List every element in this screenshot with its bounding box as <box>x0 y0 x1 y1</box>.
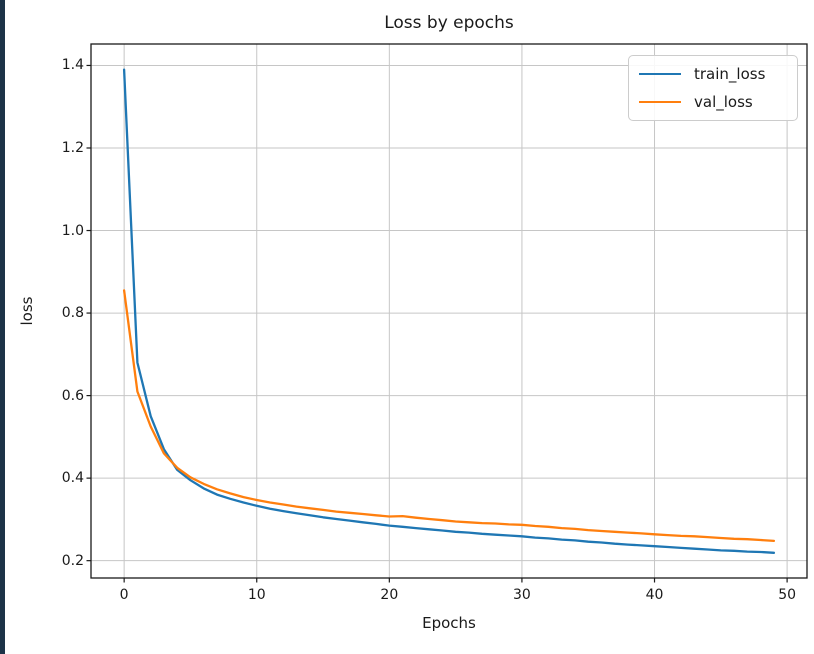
y-tick-label: 1.0 <box>61 222 84 239</box>
x-tick-label: 0 <box>119 587 129 603</box>
val_loss-curve <box>122 289 776 543</box>
legend-label-val-loss: val_loss <box>694 93 753 111</box>
x-tick-label: 50 <box>778 587 797 603</box>
y-tick-label: 1.2 <box>61 139 84 156</box>
legend-item-train-loss: train_loss <box>639 65 785 83</box>
train_loss-curve <box>122 68 776 554</box>
x-axis-label: Epochs <box>422 614 476 632</box>
train-loss-line-swatch <box>639 73 681 75</box>
y-tick-label: 0.2 <box>61 552 84 569</box>
legend-item-val-loss: val_loss <box>639 93 785 111</box>
x-tick-label: 30 <box>513 587 531 603</box>
y-tick-label: 0.4 <box>61 470 84 487</box>
x-tick-label: 10 <box>247 587 266 603</box>
chart-title: Loss by epochs <box>384 13 514 33</box>
axes-spines <box>90 43 808 579</box>
left-edge-stripe <box>0 0 5 654</box>
y-axis-label: loss <box>18 296 36 326</box>
y-tick-label: 0.6 <box>61 387 84 404</box>
x-tick-label: 20 <box>380 587 399 603</box>
y-tick-label: 1.4 <box>61 57 84 74</box>
val-loss-line-swatch <box>639 101 681 103</box>
legend: train_loss val_loss <box>628 55 798 121</box>
x-tick-label: 40 <box>645 587 664 603</box>
legend-label-train-loss: train_loss <box>694 65 766 83</box>
y-tick-label: 0.8 <box>61 305 84 322</box>
